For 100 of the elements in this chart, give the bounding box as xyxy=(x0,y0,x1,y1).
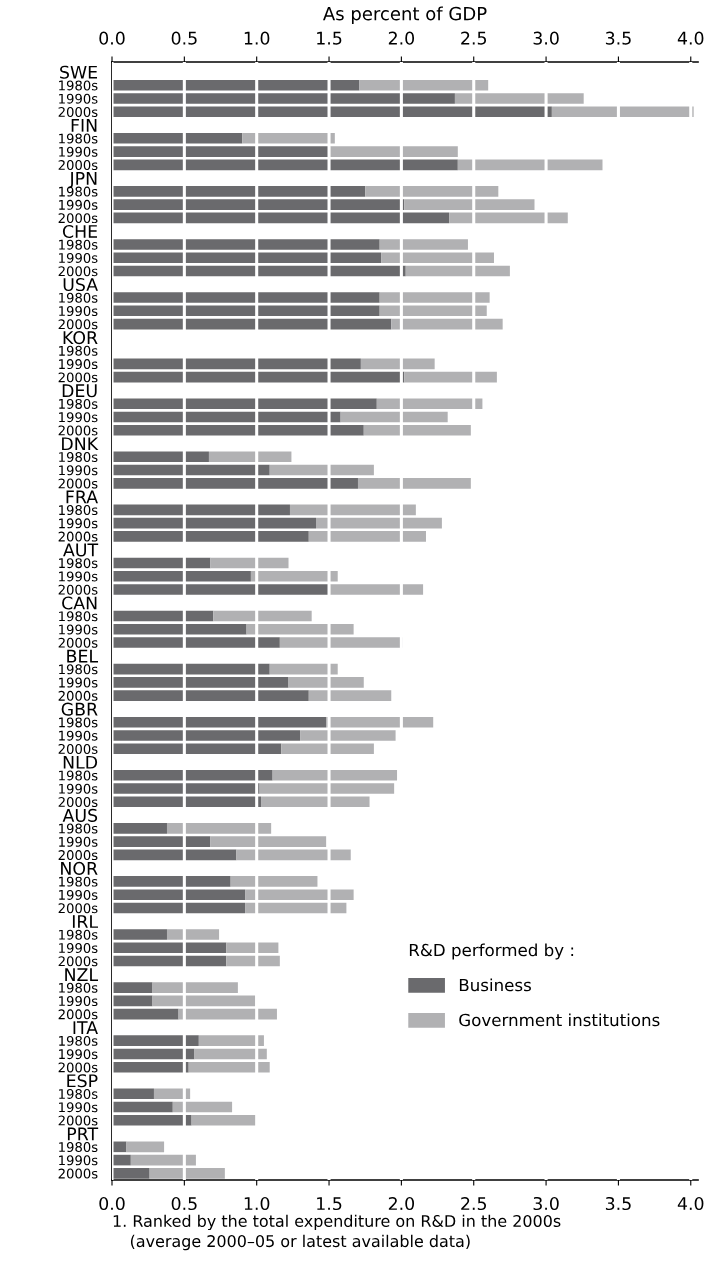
bar xyxy=(112,730,301,741)
bar xyxy=(112,849,237,861)
y-tick-label: AUT xyxy=(63,543,99,557)
y-tick-label: 1990s xyxy=(59,146,98,157)
y-tick-label: KOR xyxy=(63,331,98,345)
y-tick-label: 1990s xyxy=(59,412,98,423)
bar xyxy=(213,610,312,622)
bar xyxy=(112,478,358,489)
y-tick-label: 1980s xyxy=(59,611,98,622)
y-tick-label: 1990s xyxy=(59,836,98,847)
bar xyxy=(112,292,380,303)
y-tick-label: 1990s xyxy=(59,518,98,529)
bar xyxy=(112,517,317,529)
bar xyxy=(281,743,374,755)
y-tick-label: 1990s xyxy=(59,783,98,794)
y-tick-label: DEU xyxy=(62,384,97,398)
y-tick-label: 2000s xyxy=(58,797,98,807)
y-tick-label: 1980s xyxy=(59,505,98,516)
y-tick-label: DNK xyxy=(62,437,99,451)
y-tick-label: 2000s xyxy=(58,372,98,383)
y-tick-label: 1990s xyxy=(59,306,98,317)
bar xyxy=(272,769,398,781)
y-tick-label: 1980s xyxy=(59,664,98,675)
y-tick-label: 2000s xyxy=(58,425,98,436)
text: 1. Ranked by the total expenditure on R&D in the 2000s xyxy=(113,1214,561,1231)
bar xyxy=(246,623,354,635)
y-tick-label: 2000s xyxy=(58,637,98,648)
y-tick-label: 2000s xyxy=(58,743,98,754)
y-tick-label: 2000s xyxy=(58,319,98,330)
y-tick-label: 1980s xyxy=(59,1142,98,1153)
y-tick-label: 2000s xyxy=(58,160,98,171)
bar xyxy=(112,1114,192,1126)
bar xyxy=(112,677,289,688)
bar xyxy=(269,663,338,675)
y-tick-label: 2000s xyxy=(58,850,98,861)
bar xyxy=(112,411,341,423)
y-tick-label: 2000s xyxy=(58,584,98,595)
bar xyxy=(112,1035,199,1046)
y-tick-label: 2000s xyxy=(58,1115,98,1126)
bar xyxy=(112,451,209,463)
bar xyxy=(112,398,377,410)
legend-label: Business xyxy=(459,978,531,992)
y-tick-label: FRA xyxy=(66,490,98,504)
bar xyxy=(112,146,331,157)
y-tick-label: 1980s xyxy=(59,80,98,91)
x2-tick-label: 1.0 xyxy=(244,31,270,45)
y-tick-label: 2000s xyxy=(58,956,98,967)
bar xyxy=(308,690,392,701)
y-tick-label: FIN xyxy=(71,118,97,132)
bar xyxy=(289,504,416,516)
bar xyxy=(454,93,584,104)
bar xyxy=(112,305,380,317)
bar xyxy=(365,186,499,197)
bar xyxy=(112,637,280,648)
y-tick-label: 1990s xyxy=(59,996,98,1007)
y-tick-label: 1980s xyxy=(59,558,98,569)
y-tick-label: 1980s xyxy=(59,1035,98,1046)
bar xyxy=(166,929,220,940)
bar xyxy=(259,783,395,794)
y-tick-label: 1990s xyxy=(59,571,98,582)
y-tick-label: IRL xyxy=(72,915,99,928)
y-tick-label: NZL xyxy=(65,968,99,981)
legend-label: Government institutions xyxy=(459,1013,660,1027)
bar xyxy=(404,371,497,383)
y-tick-label: 1990s xyxy=(59,93,98,104)
bar xyxy=(340,411,448,423)
bar xyxy=(188,1061,270,1073)
y-tick-label: 1990s xyxy=(59,199,98,210)
bar xyxy=(330,146,458,157)
bar xyxy=(112,199,405,210)
x2-tick-label: 3.5 xyxy=(605,31,631,45)
bar xyxy=(191,1114,257,1126)
text: (average 2000–05 or latest available data) xyxy=(130,1234,470,1251)
x2-tick-label: 2.5 xyxy=(461,31,487,45)
bar xyxy=(112,106,552,118)
y-tick-label: 1980s xyxy=(59,398,98,409)
y-tick-label: 2000s xyxy=(58,213,98,224)
bar xyxy=(112,716,327,728)
bar xyxy=(112,584,331,595)
x-tick-label: 3.5 xyxy=(605,1196,631,1211)
bar xyxy=(112,371,405,383)
y-tick-label: 2000s xyxy=(58,1062,98,1073)
y-tick-label: CHE xyxy=(62,224,97,239)
y-tick-label: AUS xyxy=(62,808,98,822)
bar xyxy=(112,769,273,781)
bar xyxy=(152,982,238,993)
bar xyxy=(551,106,694,118)
bar xyxy=(376,398,483,410)
y-tick-label: 1990s xyxy=(59,1049,98,1060)
bar xyxy=(112,1101,173,1113)
bar xyxy=(379,292,490,303)
y-tick-label: 1990s xyxy=(59,252,98,263)
y-tick-label: 1980s xyxy=(59,717,98,728)
bar xyxy=(112,1008,179,1020)
bar xyxy=(112,690,309,701)
bar xyxy=(360,358,435,370)
x2-tick-label: 3.0 xyxy=(533,31,559,45)
bar xyxy=(300,730,396,741)
y-tick-label: 2000s xyxy=(58,106,98,117)
y-tick-label: 1980s xyxy=(59,929,98,940)
